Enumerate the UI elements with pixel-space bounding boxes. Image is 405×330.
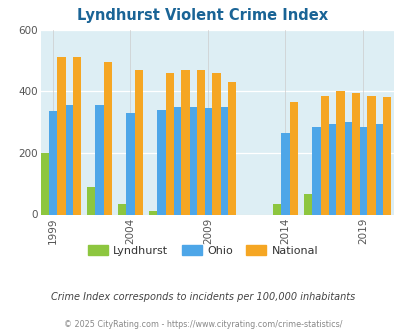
Bar	[188, 107, 196, 214]
Bar	[196, 70, 205, 214]
Bar	[87, 187, 95, 214]
Text: Crime Index corresponds to incidents per 100,000 inhabitants: Crime Index corresponds to incidents per…	[51, 292, 354, 302]
Bar	[349, 181, 358, 214]
Bar	[227, 82, 236, 214]
Bar	[334, 175, 342, 215]
Bar	[364, 181, 373, 214]
Bar	[49, 111, 57, 214]
Bar	[40, 153, 49, 215]
Bar	[55, 142, 64, 214]
Bar	[373, 124, 382, 214]
Bar	[181, 70, 189, 214]
Bar	[280, 133, 289, 214]
Bar	[382, 97, 390, 214]
Bar	[210, 210, 219, 214]
Bar	[72, 57, 81, 214]
Bar	[195, 213, 203, 214]
Text: Lyndhurst Violent Crime Index: Lyndhurst Violent Crime Index	[77, 8, 328, 23]
Bar	[126, 113, 134, 214]
Bar	[95, 105, 103, 214]
Legend: Lyndhurst, Ohio, National: Lyndhurst, Ohio, National	[83, 241, 322, 260]
Bar	[134, 70, 143, 214]
Bar	[358, 127, 366, 214]
Bar	[179, 205, 188, 214]
Bar	[272, 204, 280, 214]
Bar	[320, 96, 328, 214]
Bar	[157, 110, 165, 214]
Bar	[366, 96, 375, 214]
Bar	[117, 204, 126, 214]
Bar	[203, 108, 212, 214]
Bar	[327, 124, 335, 214]
Bar	[351, 93, 359, 214]
Bar	[342, 122, 351, 214]
Bar	[57, 57, 66, 214]
Bar	[212, 73, 220, 215]
Text: © 2025 CityRating.com - https://www.cityrating.com/crime-statistics/: © 2025 CityRating.com - https://www.city…	[64, 320, 341, 329]
Bar	[164, 205, 172, 214]
Bar	[165, 73, 174, 215]
Bar	[172, 107, 181, 214]
Bar	[318, 181, 327, 214]
Bar	[103, 62, 112, 214]
Bar	[289, 102, 297, 214]
Bar	[148, 212, 157, 214]
Bar	[311, 127, 320, 214]
Bar	[64, 105, 72, 214]
Bar	[335, 91, 344, 214]
Bar	[219, 107, 227, 214]
Bar	[303, 194, 311, 214]
